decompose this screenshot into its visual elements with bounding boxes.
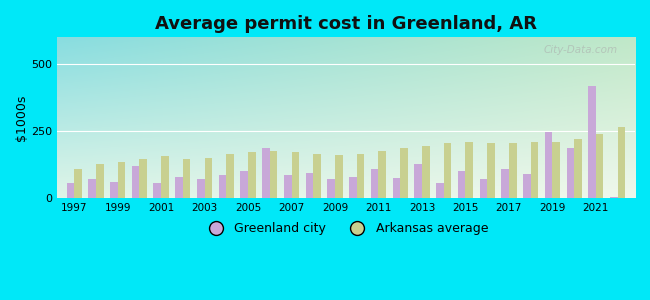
Bar [378,151,386,198]
Bar [458,171,465,198]
Bar [618,127,625,198]
Bar [567,148,574,198]
Bar [74,169,82,198]
Bar [371,169,378,198]
Bar [205,158,212,198]
Bar [226,154,234,198]
Bar [118,162,125,198]
Bar [480,179,488,198]
Bar [335,155,343,198]
Bar [588,85,596,198]
Bar [357,154,365,198]
Bar [545,132,552,198]
Bar [110,182,118,198]
Bar [523,174,530,198]
Bar [132,166,139,198]
Bar [509,143,517,198]
Bar [414,164,422,198]
Bar [248,152,255,198]
Bar [270,151,278,198]
Bar [610,196,617,198]
Bar [284,175,292,198]
Bar [400,148,408,198]
Bar [262,148,270,198]
Bar [313,154,321,198]
Bar [176,176,183,198]
Bar [530,142,538,198]
Bar [393,178,400,198]
Bar [153,183,161,198]
Bar [328,179,335,198]
Y-axis label: $1000s: $1000s [15,94,28,141]
Bar [552,142,560,198]
Bar [240,171,248,198]
Text: City-Data.com: City-Data.com [543,45,618,56]
Bar [349,176,357,198]
Legend: Greenland city, Arkansas average: Greenland city, Arkansas average [198,217,494,240]
Bar [218,175,226,198]
Bar [596,134,603,198]
Bar [436,183,444,198]
Bar [161,157,169,198]
Bar [183,159,190,198]
Bar [96,164,103,198]
Bar [501,169,509,198]
Bar [306,172,313,198]
Bar [139,159,147,198]
Title: Average permit cost in Greenland, AR: Average permit cost in Greenland, AR [155,15,537,33]
Bar [292,152,299,198]
Bar [465,142,473,198]
Bar [444,143,451,198]
Bar [66,183,74,198]
Bar [488,143,495,198]
Bar [422,146,430,198]
Bar [197,179,205,198]
Bar [88,179,96,198]
Bar [574,139,582,198]
